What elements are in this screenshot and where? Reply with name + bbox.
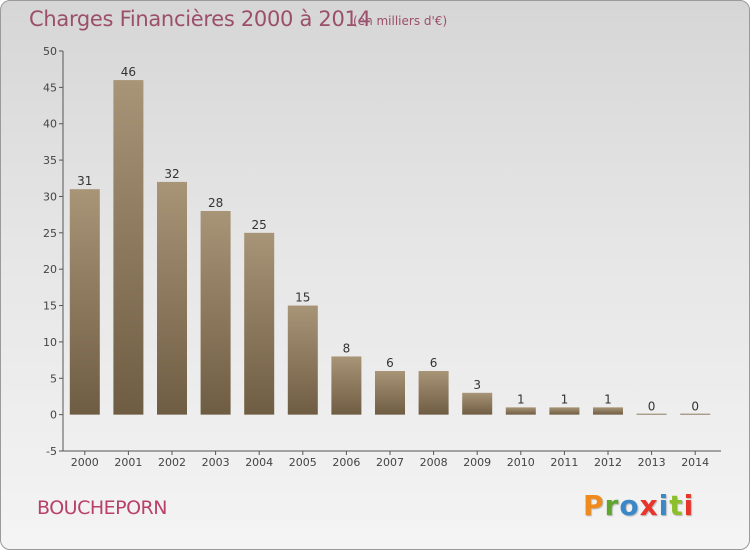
data-label-2003: 28 <box>208 196 223 210</box>
bar-2014 <box>680 413 711 415</box>
data-label-2001: 46 <box>121 65 136 79</box>
y-tick-label: 10 <box>43 336 57 349</box>
data-label-2002: 32 <box>164 167 179 181</box>
x-tick-label: 2007 <box>376 456 404 469</box>
x-tick-label: 2004 <box>245 456 273 469</box>
axes <box>62 51 721 452</box>
data-label-2010: 1 <box>517 392 525 406</box>
data-label-2013: 0 <box>648 400 656 414</box>
y-tick-label: -5 <box>46 445 57 458</box>
logo-letter: o <box>619 489 640 522</box>
y-tick-label: 25 <box>43 227 57 240</box>
bar-2006 <box>331 356 362 415</box>
logo-letter: t <box>669 489 684 522</box>
x-tick-label: 2012 <box>594 456 622 469</box>
y-tick-label: 0 <box>50 409 57 422</box>
x-tick-label: 2009 <box>463 456 491 469</box>
bar-2013 <box>636 413 667 415</box>
bar-2012 <box>593 407 623 415</box>
logo-letter: x <box>639 489 659 522</box>
logo-letter: i <box>683 489 695 522</box>
bar-2004 <box>244 232 275 415</box>
y-tick-label: 5 <box>50 372 57 385</box>
data-label-2007: 6 <box>386 356 394 370</box>
logo-letter: r <box>604 489 620 522</box>
data-label-2004: 25 <box>252 218 267 232</box>
y-tick-label: 45 <box>43 81 57 94</box>
x-tick-label: 2005 <box>289 456 317 469</box>
y-tick-label: 30 <box>43 190 57 203</box>
y-tick-label: 20 <box>43 263 57 276</box>
x-tick-label: 2000 <box>71 456 99 469</box>
y-tick-label: 50 <box>43 45 57 58</box>
bar-2001 <box>113 80 144 415</box>
data-label-2000: 31 <box>77 174 92 188</box>
x-tick-label: 2011 <box>550 456 578 469</box>
logo-letter: i <box>658 489 670 522</box>
x-tick-label: 2003 <box>202 456 230 469</box>
x-axis-ticks: 2000 2001 2002 2003 2004 2005 2006 2007 2008 2009… <box>71 451 709 469</box>
chart-subtitle: (en milliers d'€) <box>353 14 448 28</box>
data-label-2009: 3 <box>473 378 481 392</box>
bar-2009 <box>462 392 493 415</box>
x-tick-label: 2002 <box>158 456 186 469</box>
y-tick-label: 35 <box>43 154 57 167</box>
data-label-2008: 6 <box>430 356 438 370</box>
data-label-2006: 8 <box>343 341 351 355</box>
x-tick-label: 2001 <box>114 456 142 469</box>
y-axis-ticks: -5 0 5 10 15 20 25 30 35 40 45 50 <box>43 45 63 458</box>
bar-2007 <box>375 371 405 415</box>
bar-2003 <box>200 211 231 415</box>
bar-2011 <box>549 407 580 415</box>
x-tick-label: 2013 <box>638 456 666 469</box>
data-label-2005: 15 <box>295 291 310 305</box>
bar-2000 <box>69 189 100 415</box>
logo-letter: P <box>583 489 605 522</box>
proxiti-logo[interactable]: Proxiti <box>583 489 694 522</box>
bar-2008 <box>418 371 449 415</box>
y-tick-label: 40 <box>43 118 57 131</box>
chart-title: Charges Financières 2000 à 2014 <box>29 7 371 31</box>
data-label-2011: 1 <box>561 392 569 406</box>
x-tick-label: 2006 <box>332 456 360 469</box>
x-tick-label: 2014 <box>681 456 709 469</box>
x-tick-label: 2010 <box>507 456 535 469</box>
y-tick-label: 15 <box>43 300 57 313</box>
bar-2005 <box>287 305 318 415</box>
data-label-2012: 1 <box>604 392 612 406</box>
x-tick-label: 2008 <box>420 456 448 469</box>
data-label-2014: 0 <box>691 400 699 414</box>
bar-2002 <box>157 181 187 415</box>
bar-2010 <box>505 407 536 415</box>
commune-name: BOUCHEPORN <box>37 497 167 519</box>
